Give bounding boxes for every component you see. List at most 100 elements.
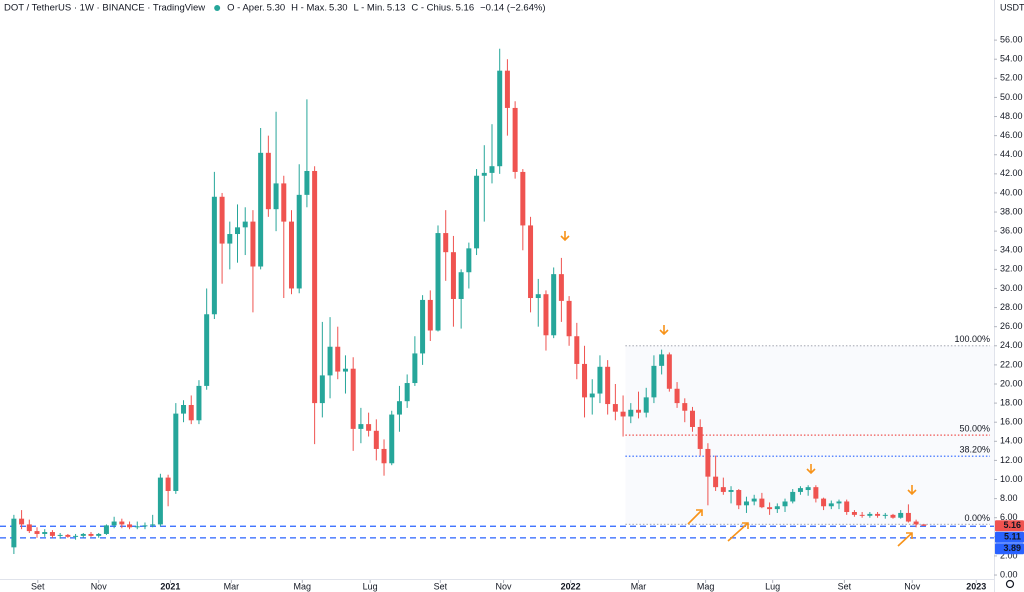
candle-body — [258, 152, 264, 267]
candle-body — [921, 524, 927, 526]
candle-body — [142, 525, 148, 527]
candle-body — [273, 183, 279, 210]
fib-label: 50.00% — [959, 423, 990, 433]
y-tick-label: 8.00 — [1000, 493, 1018, 503]
candle-body — [520, 171, 526, 226]
candle-body — [196, 385, 202, 421]
x-tick-label: Mar — [224, 581, 240, 591]
y-tick-label: 56.00 — [1000, 34, 1023, 44]
candle-body — [720, 487, 726, 492]
y-tick-label: 10.00 — [1000, 474, 1023, 484]
candle-body — [80, 533, 86, 536]
candle-body — [134, 526, 140, 528]
arrow-down — [659, 325, 669, 336]
plot: 100.00% 50.00% 38.20% 0.00% — [0, 48, 994, 555]
y-tick-label: 40.00 — [1000, 187, 1023, 197]
candle-body — [111, 521, 117, 526]
candle-body — [528, 225, 534, 299]
y-axis-unit: USDT — [1000, 2, 1024, 12]
candle-body — [605, 366, 611, 405]
candle-body — [659, 354, 665, 366]
candle-body — [188, 405, 194, 421]
candle-body — [304, 170, 310, 195]
x-tick-label: Nov — [904, 581, 921, 591]
header-text: O - Aper. — [227, 3, 265, 14]
x-tick-label: Lug — [765, 581, 780, 591]
candle-body — [235, 227, 241, 235]
candle-body — [504, 70, 510, 108]
y-tick-label: 52.00 — [1000, 73, 1023, 83]
candle-body — [867, 513, 873, 516]
candle-body — [620, 411, 626, 417]
arrow-up — [897, 532, 913, 547]
y-tick-label: 24.00 — [1000, 340, 1023, 350]
settings-icon[interactable] — [1005, 579, 1015, 589]
gear[interactable] — [1005, 579, 1015, 589]
candle-body — [420, 299, 426, 354]
candle-body — [851, 511, 857, 515]
y-tick-label: 48.00 — [1000, 111, 1023, 121]
header-text: 5.30 — [267, 3, 286, 14]
candle-body — [713, 476, 719, 488]
candle-body — [828, 503, 834, 507]
price-tag-label: 3.89 — [1003, 543, 1021, 553]
candle-body — [890, 514, 896, 518]
header-text: C - Chius. — [411, 3, 453, 14]
candle-body — [566, 300, 572, 337]
x-tick-label: Mar — [631, 581, 647, 591]
candle-body — [790, 491, 796, 502]
candle-body — [558, 274, 564, 301]
y-tick-label: 0.00 — [1000, 569, 1018, 579]
fib-label: 38.20% — [959, 445, 990, 455]
y-tick-label: 12.00 — [1000, 455, 1023, 465]
candle-body — [489, 166, 495, 173]
candle-body — [366, 424, 372, 431]
candle-body — [389, 414, 395, 464]
fib-label: 100.00% — [954, 334, 990, 344]
candle-body — [597, 366, 603, 394]
status-dot — [214, 5, 221, 11]
candle-body — [805, 487, 811, 491]
candle-body — [497, 70, 503, 167]
candle-body — [103, 525, 109, 534]
candle-body — [211, 196, 217, 315]
candle-body — [913, 521, 919, 525]
candle-body — [65, 534, 71, 537]
candle-body — [350, 368, 356, 429]
candle-body — [412, 353, 418, 384]
candle-body — [34, 531, 40, 534]
header-text: 5.30 — [329, 3, 348, 14]
price-tag — [995, 543, 1024, 555]
candle-body — [281, 183, 287, 222]
candle-body — [836, 501, 842, 504]
header: DOT / TetherUS · 1W · BINANCE · TradingV… — [4, 3, 546, 14]
arrow-up — [727, 522, 749, 542]
arrow-down — [806, 464, 816, 475]
candle-body — [628, 409, 634, 417]
x-tick-label: 2021 — [160, 581, 180, 591]
candle-body — [582, 363, 588, 398]
candle-body — [643, 397, 649, 413]
arrow-down — [560, 231, 570, 242]
candle-body — [26, 524, 32, 532]
header-text: H - Max. — [291, 3, 327, 14]
candle-body — [736, 490, 742, 506]
candle-body — [751, 498, 757, 502]
candle-body — [127, 524, 133, 528]
price-tag-label: 5.11 — [1004, 532, 1021, 542]
candle-body — [396, 401, 402, 415]
fib-zone — [625, 345, 994, 525]
candle-body — [296, 194, 302, 289]
candle-body — [651, 365, 657, 398]
candle-body — [358, 424, 364, 429]
fib-label: 0.00% — [964, 513, 990, 523]
candle-body — [88, 533, 94, 536]
candle-body — [543, 294, 549, 336]
y-tick-label: 32.00 — [1000, 264, 1023, 274]
candle-body — [466, 248, 472, 273]
candle-body — [19, 518, 25, 525]
candle-body — [636, 409, 642, 413]
candle-body — [219, 196, 225, 244]
candle-body — [767, 507, 773, 510]
